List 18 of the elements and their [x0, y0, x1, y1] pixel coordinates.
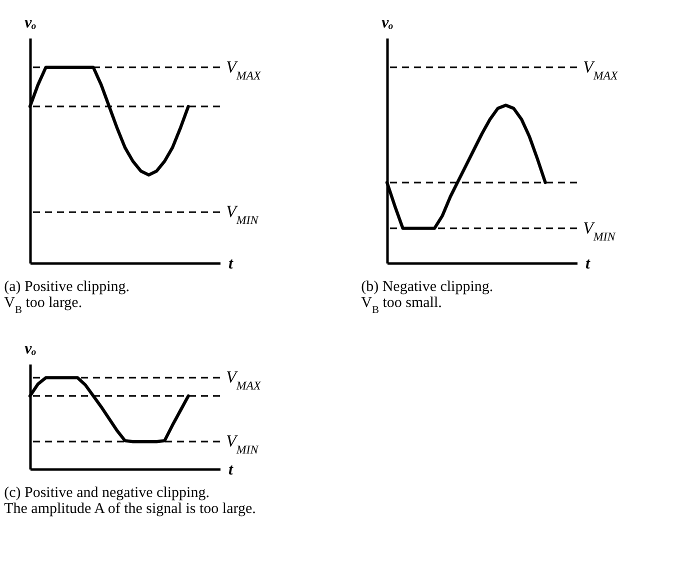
text: V$_{B}$ too small. — [361, 295, 442, 316]
x-axis-title: t — [228, 462, 234, 478]
ref-line-label: V$_{MAX}$ — [583, 57, 619, 82]
y-axis-title: vₒ — [382, 14, 394, 32]
x-axis-title: t — [228, 256, 234, 272]
text: V$_{B}$ too large. — [4, 295, 82, 316]
ref-line-label: V$_{MIN}$ — [226, 432, 260, 457]
y-axis-title: vₒ — [24, 14, 37, 32]
x-axis-title: t — [586, 256, 590, 272]
text: (c) Positive and negative clipping. — [4, 485, 210, 501]
text: (a) Positive clipping. — [4, 279, 130, 295]
ref-line-label: V$_{MIN}$ — [226, 202, 260, 228]
ref-line-label: V$_{MAX}$ — [226, 57, 262, 82]
ref-line-label: V$_{MAX}$ — [226, 368, 262, 393]
text: The amplitude A of the signal is too large. — [4, 501, 256, 517]
text: (b) Negative clipping. — [361, 279, 494, 295]
ref-line-label: V$_{MIN}$ — [583, 218, 616, 244]
y-axis-title: vₒ — [24, 340, 37, 358]
